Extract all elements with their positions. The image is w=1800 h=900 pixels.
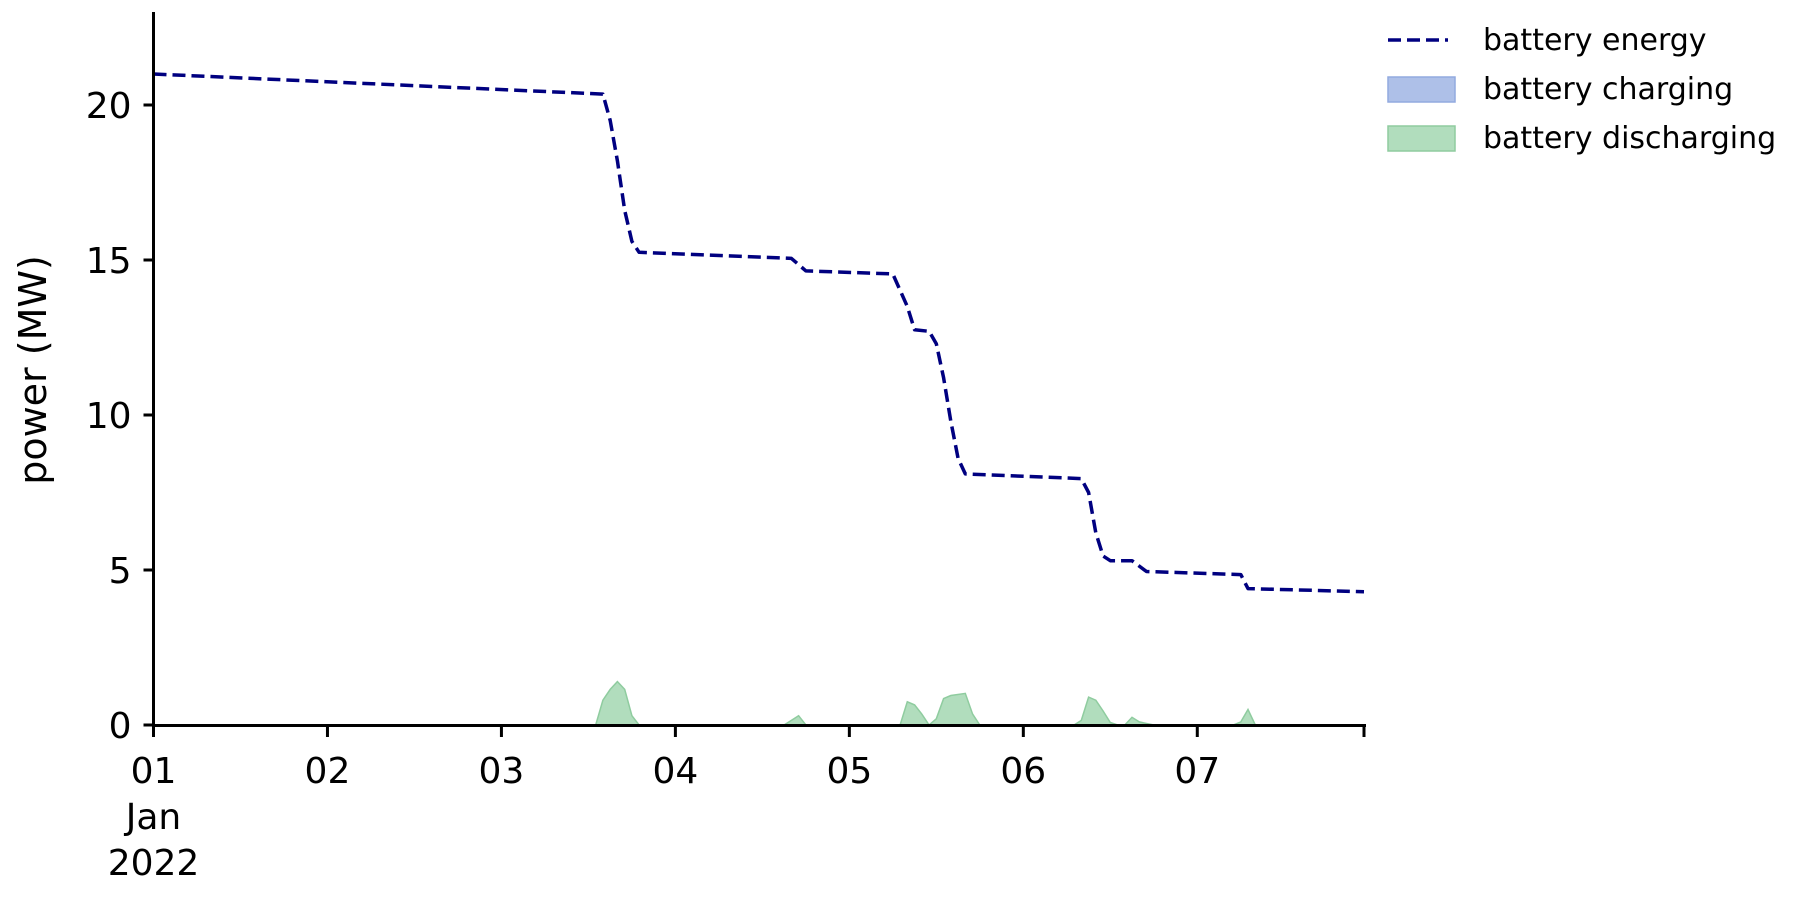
line-series <box>153 72 1365 594</box>
x-tick-label: 02 <box>305 751 351 792</box>
x-tick-label: 07 <box>1174 751 1220 792</box>
x-axis-ticks: 01 Jan 2022 02 03 04 05 06 07 <box>108 725 1366 884</box>
y-tick-label: 15 <box>86 241 132 282</box>
x-tick-label: 03 <box>479 751 525 792</box>
x-tick-label: 05 <box>826 751 872 792</box>
area-fills <box>153 680 1364 727</box>
legend-label-battery-energy: battery energy <box>1483 23 1707 58</box>
x-tick-label: 04 <box>652 751 698 792</box>
legend-swatch-battery-charging <box>1387 76 1456 103</box>
battery-energy-line <box>153 72 1365 594</box>
x-tick-label: 06 <box>1000 751 1046 792</box>
battery-discharging-area <box>153 680 1364 727</box>
legend-swatch-battery-discharging <box>1387 125 1456 152</box>
x-tick-label: 01 Jan 2022 <box>108 751 200 884</box>
legend-label-battery-discharging: battery discharging <box>1483 121 1776 156</box>
y-tick-label: 10 <box>86 396 132 437</box>
legend: battery energy battery charging battery di… <box>1387 23 1776 156</box>
y-tick-label: 0 <box>109 706 132 747</box>
legend-label-battery-charging: battery charging <box>1483 72 1733 107</box>
y-tick-label: 20 <box>86 86 132 127</box>
y-axis-title: power (MW) <box>11 255 55 485</box>
y-tick-label: 5 <box>109 551 132 592</box>
y-axis-ticks: 0 5 10 15 20 <box>86 86 154 747</box>
